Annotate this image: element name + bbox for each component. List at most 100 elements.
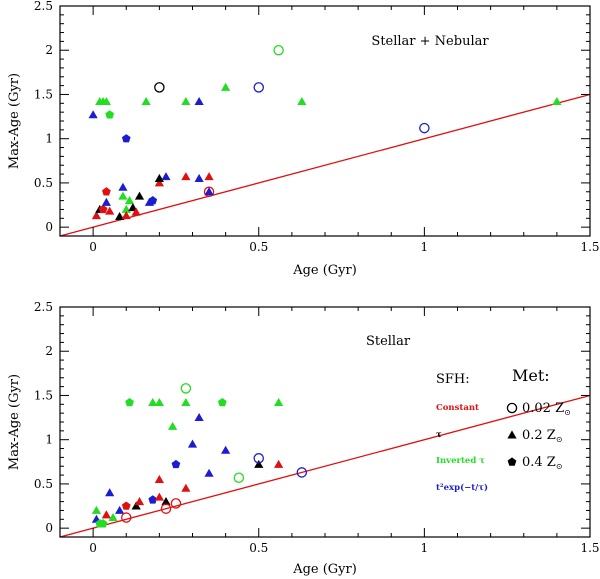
data-point-triangle bbox=[194, 96, 204, 105]
panel-title-bottom: Stellar bbox=[366, 334, 411, 349]
data-point-circle bbox=[160, 503, 172, 514]
one-to-one-line-top bbox=[59, 93, 591, 237]
data-point-triangle bbox=[194, 173, 204, 182]
data-point-triangle bbox=[131, 207, 141, 216]
data-point-triangle bbox=[128, 203, 138, 212]
y-tick-label: 2.5 bbox=[34, 300, 53, 314]
data-point-triangle bbox=[118, 191, 128, 200]
x-tick-label: 1 bbox=[421, 240, 429, 254]
data-point-triangle bbox=[181, 96, 191, 105]
x-axis-label-bottom: Age (Gyr) bbox=[292, 562, 357, 577]
y-tick-label: 2.5 bbox=[34, 0, 53, 13]
data-point-triangle bbox=[161, 497, 171, 506]
data-point-triangle bbox=[134, 497, 145, 506]
legend-met-04: 0.4 Z⊙ bbox=[522, 455, 563, 471]
data-point-triangle bbox=[181, 172, 191, 181]
data-point-circle bbox=[296, 467, 308, 478]
legend-met-markers bbox=[506, 402, 518, 466]
points-top bbox=[88, 44, 562, 220]
y-tick-label: 0 bbox=[45, 521, 53, 535]
panel-title-top: Stellar + Nebular bbox=[371, 34, 489, 49]
legend-marker-pentagon bbox=[507, 457, 517, 466]
data-point-triangle bbox=[141, 96, 151, 105]
panel-stellar: 0 0.5 1 1.5 0 0.5 1 1.5 2 2.5 Stellar Age (Gyr) M… bbox=[7, 300, 600, 577]
data-point-triangle bbox=[115, 211, 125, 220]
data-point-pentagon bbox=[102, 187, 111, 196]
data-point-triangle bbox=[91, 211, 102, 220]
data-point-triangle bbox=[168, 421, 178, 430]
data-point-circle bbox=[233, 472, 245, 483]
data-point-triangle bbox=[134, 191, 145, 200]
data-point-pentagon bbox=[98, 519, 108, 528]
data-point-triangle bbox=[161, 172, 171, 181]
data-point-triangle bbox=[105, 206, 115, 215]
legend-marker-triangle bbox=[507, 430, 517, 439]
data-point-triangle bbox=[552, 96, 562, 105]
data-point-pentagon bbox=[121, 501, 131, 510]
data-point-pentagon bbox=[121, 134, 131, 143]
ticks-bottom: 0 0.5 1 1.5 0 0.5 1 1.5 2 2.5 bbox=[34, 300, 600, 555]
x-axis-label-top: Age (Gyr) bbox=[292, 263, 357, 278]
y-axis-label-bottom: Max-Age (Gyr) bbox=[7, 374, 22, 470]
x-tick-label: 0.5 bbox=[249, 240, 268, 254]
data-point-triangle bbox=[221, 82, 231, 91]
legend-sfh-constant: Constant bbox=[436, 403, 479, 413]
data-point-triangle bbox=[274, 459, 284, 468]
x-tick-label: 0 bbox=[89, 541, 97, 555]
data-point-pentagon bbox=[105, 110, 115, 119]
legend-sfh-tau: τ bbox=[436, 430, 442, 440]
x-tick-label: 1.5 bbox=[580, 240, 599, 254]
data-point-circle bbox=[154, 82, 165, 93]
data-point-triangle bbox=[105, 488, 115, 497]
panel-stellar-nebular: 0 0.5 1 1.5 0 0.5 1 1.5 2 2.5 Stellar + Nebular A… bbox=[7, 0, 600, 278]
x-tick-label: 1 bbox=[421, 541, 429, 555]
x-tick-label: 0 bbox=[89, 240, 97, 254]
legend-met-02: 0.2 Z⊙ bbox=[522, 428, 563, 444]
data-point-triangle bbox=[124, 196, 135, 205]
data-point-triangle bbox=[154, 492, 164, 501]
data-point-triangle bbox=[221, 445, 231, 454]
data-point-triangle bbox=[204, 172, 214, 181]
data-point-circle bbox=[180, 383, 192, 394]
data-point-pentagon bbox=[171, 459, 181, 469]
y-tick-label: 1.5 bbox=[34, 87, 53, 101]
data-point-triangle bbox=[154, 178, 164, 187]
data-point-triangle bbox=[118, 182, 128, 191]
data-point-pentagon bbox=[148, 196, 158, 205]
data-point-circle bbox=[273, 44, 284, 56]
data-point-triangle bbox=[101, 197, 111, 206]
legend-sfh-inverted-tau: Inverted τ bbox=[436, 456, 485, 466]
data-point-triangle bbox=[91, 505, 102, 514]
data-point-triangle bbox=[187, 439, 198, 448]
data-point-triangle bbox=[115, 505, 125, 514]
legend-sfh-t2exp: t²exp(−t/τ) bbox=[436, 482, 488, 493]
data-point-triangle bbox=[254, 459, 264, 468]
ticks-top: 0 0.5 1 1.5 0 0.5 1 1.5 2 2.5 bbox=[34, 0, 600, 254]
y-tick-label: 2 bbox=[45, 344, 53, 358]
data-point-triangle bbox=[101, 96, 111, 105]
data-point-pentagon bbox=[98, 204, 108, 214]
data-point-triangle bbox=[154, 474, 164, 483]
data-point-triangle bbox=[204, 468, 214, 477]
data-point-triangle bbox=[181, 483, 191, 492]
y-tick-label: 0.5 bbox=[34, 176, 53, 190]
legend-met-002: 0.02 Z⊙ bbox=[522, 401, 571, 417]
data-point-triangle bbox=[154, 173, 164, 182]
y-tick-label: 0 bbox=[45, 220, 53, 234]
legend-marker-circle bbox=[506, 402, 518, 414]
legend: SFH: Met: Constant τ Inverted τ t²exp(−t… bbox=[436, 366, 571, 493]
data-point-triangle bbox=[101, 510, 111, 519]
legend-sfh-title: SFH: bbox=[436, 372, 470, 387]
y-tick-label: 1.5 bbox=[34, 388, 53, 402]
x-tick-label: 1.5 bbox=[580, 541, 599, 555]
y-tick-label: 1 bbox=[45, 132, 53, 146]
data-point-triangle bbox=[274, 397, 284, 406]
data-point-circle bbox=[253, 82, 264, 93]
x-tick-label: 0.5 bbox=[249, 541, 268, 555]
data-point-triangle bbox=[108, 512, 118, 521]
points-bottom bbox=[91, 383, 308, 528]
data-point-triangle bbox=[194, 412, 204, 422]
data-point-circle bbox=[170, 498, 182, 509]
data-point-triangle bbox=[148, 397, 158, 406]
